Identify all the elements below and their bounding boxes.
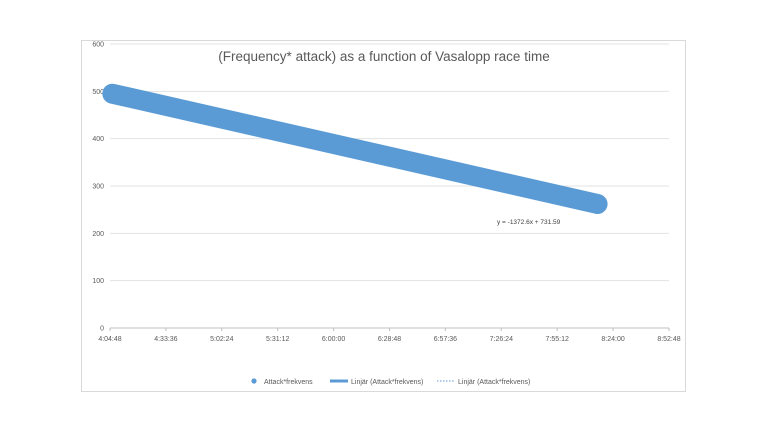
x-tick-label: 6:57:36 [434,336,457,343]
legend-label-dotted: Linjär (Attack*frekvens) [458,379,530,386]
y-tick-label: 0 [100,326,104,333]
legend: Attack*frekvens Linjär (Attack*frekvens)… [251,378,530,386]
x-axis-ticks: 4:04:48 4:33:36 5:02:24 5:31:12 6:00:00 6:28:… [98,328,681,343]
x-tick-label: 4:33:36 [154,336,177,343]
x-tick-label: 6:00:00 [322,336,345,343]
chart-title: (Frequency* attack) as a function of Vas… [218,49,549,64]
y-tick-label: 400 [92,136,104,143]
data-point [588,194,607,213]
x-tick-label: 7:26:24 [490,336,513,343]
legend-marker-points [251,378,257,384]
x-tick-label: 8:52:48 [657,336,680,343]
series-group [102,83,608,214]
y-tick-label: 600 [92,42,104,49]
x-tick-label: 4:04:48 [98,336,121,343]
x-tick-label: 5:31:12 [266,336,289,343]
legend-label-line: Linjär (Attack*frekvens) [351,379,423,386]
legend-label-points: Attack*frekvens [264,379,313,386]
x-tick-label: 5:02:24 [210,336,233,343]
y-tick-label: 200 [92,231,104,238]
y-tick-label: 100 [92,278,104,285]
y-axis-ticks: 0 100 200 300 400 500 600 [92,42,104,333]
chart-frame [81,40,686,392]
x-tick-label: 7:55:12 [546,336,569,343]
series-line [102,83,608,214]
y-tick-label: 500 [92,89,104,96]
trendline-equation: y = -1372.6x + 731.59 [497,219,561,226]
data-point [103,84,122,103]
x-tick-label: 8:24:00 [601,336,624,343]
y-tick-label: 300 [92,184,104,191]
x-tick-label: 6:28:48 [378,336,401,343]
grid [110,43,669,329]
